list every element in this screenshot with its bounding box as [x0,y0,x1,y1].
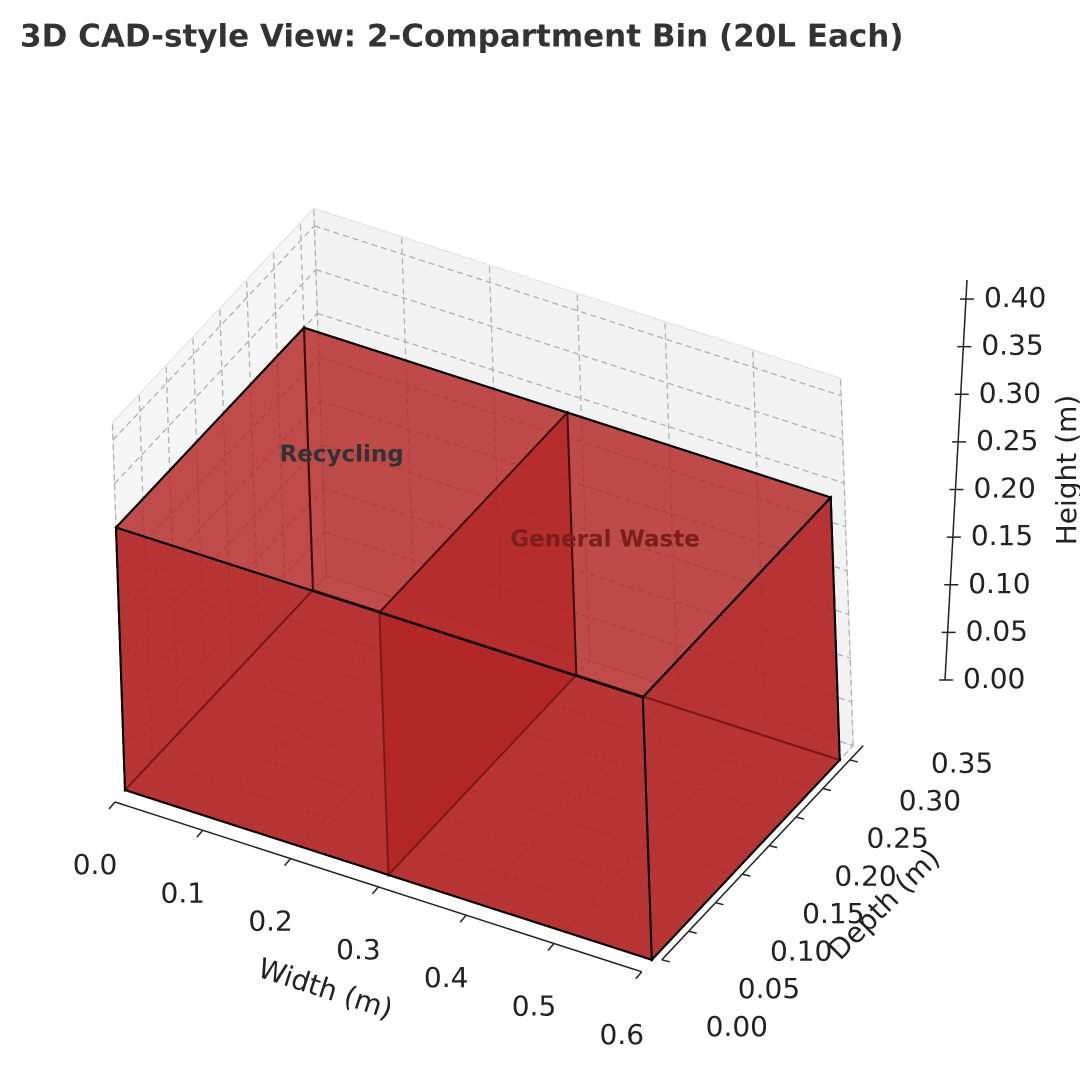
x-tick-label: 0.6 [600,1018,645,1051]
z-axis-label: Height (m) [1050,395,1080,546]
z-axis-line [944,279,968,681]
grid-line [314,225,842,397]
y-tick [715,901,724,906]
grid-line [317,312,845,484]
y-tick [769,844,778,849]
y-tick-label: 0.10 [770,935,832,968]
x-tick-label: 0.5 [512,990,557,1023]
z-tick-label: 0.00 [963,662,1025,695]
compartment-label: Recycling [280,442,404,468]
x-tick-label: 0.4 [424,961,469,994]
y-tick [822,787,832,792]
x-tick [108,801,116,810]
x-tick-label: 0.0 [73,848,118,881]
y-tick [742,873,751,877]
y-tick [688,930,697,934]
x-tick [196,829,204,838]
x-tick [635,971,643,980]
y-tick [661,959,670,963]
y-tick-label: 0.25 [867,822,929,855]
grid-line [315,269,843,441]
y-axis-line [661,745,864,961]
x-tick-label: 0.2 [248,905,293,938]
y-tick-label: 0.35 [931,746,993,779]
x-tick-label: 0.1 [161,876,206,909]
y-tick [849,759,858,763]
x-tick [459,914,467,923]
y-tick-label: 0.00 [706,1010,768,1043]
z-tick-label: 0.25 [976,424,1038,457]
y-tick-label: 0.30 [899,784,961,817]
grid-line [839,378,854,746]
grid-line [112,225,315,441]
z-tick-label: 0.35 [981,329,1043,362]
chart-title: 3D CAD-style View: 2-Compartment Bin (20… [20,19,904,55]
x-tick [284,858,292,867]
z-tick-label: 0.40 [984,281,1046,314]
x-tick [547,943,555,951]
y-tick-label: 0.20 [834,859,896,892]
z-tick-label: 0.05 [966,614,1028,647]
x-tick-label: 0.3 [336,933,381,966]
z-tick-label: 0.20 [973,472,1035,505]
z-tick-label: 0.10 [968,567,1030,600]
y-tick-label: 0.15 [802,897,864,930]
bin-top [114,326,833,699]
z-tick-label: 0.15 [971,519,1033,552]
grid-line [114,269,317,485]
y-tick-label: 0.05 [738,972,800,1005]
x-tick [371,886,379,895]
y-tick [795,816,805,820]
z-tick-label: 0.30 [979,376,1041,409]
compartment-label: General Waste [510,526,700,552]
